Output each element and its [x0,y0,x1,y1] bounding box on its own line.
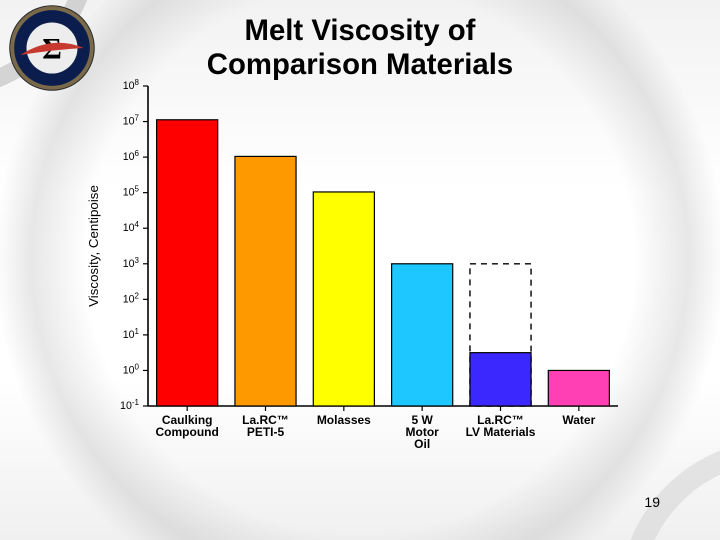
svg-text:Molasses: Molasses [317,413,371,427]
page-number: 19 [644,494,660,510]
svg-text:106: 106 [123,149,140,163]
svg-text:Viscosity, Centipoise: Viscosity, Centipoise [86,185,101,307]
svg-text:103: 103 [123,256,140,270]
svg-text:104: 104 [123,220,140,234]
svg-text:108: 108 [123,78,140,92]
svg-text:105: 105 [123,185,140,199]
svg-text:100: 100 [123,362,140,376]
svg-text:Water: Water [562,413,595,427]
svg-text:PETI-5: PETI-5 [247,425,285,439]
svg-text:10-1: 10-1 [120,398,140,412]
svg-text:107: 107 [123,114,140,128]
slide-title: Melt Viscosity of Comparison Materials [0,14,720,81]
svg-text:101: 101 [123,327,140,341]
svg-text:102: 102 [123,291,140,305]
title-line-1: Melt Viscosity of [245,14,476,47]
svg-text:Oil: Oil [414,437,430,451]
svg-text:Compound: Compound [156,425,219,439]
svg-text:LV Materials: LV Materials [466,425,536,439]
viscosity-bar-chart: 10-1 100 101 102 103 104 105 106 107 108 Viscosity… [80,76,640,476]
